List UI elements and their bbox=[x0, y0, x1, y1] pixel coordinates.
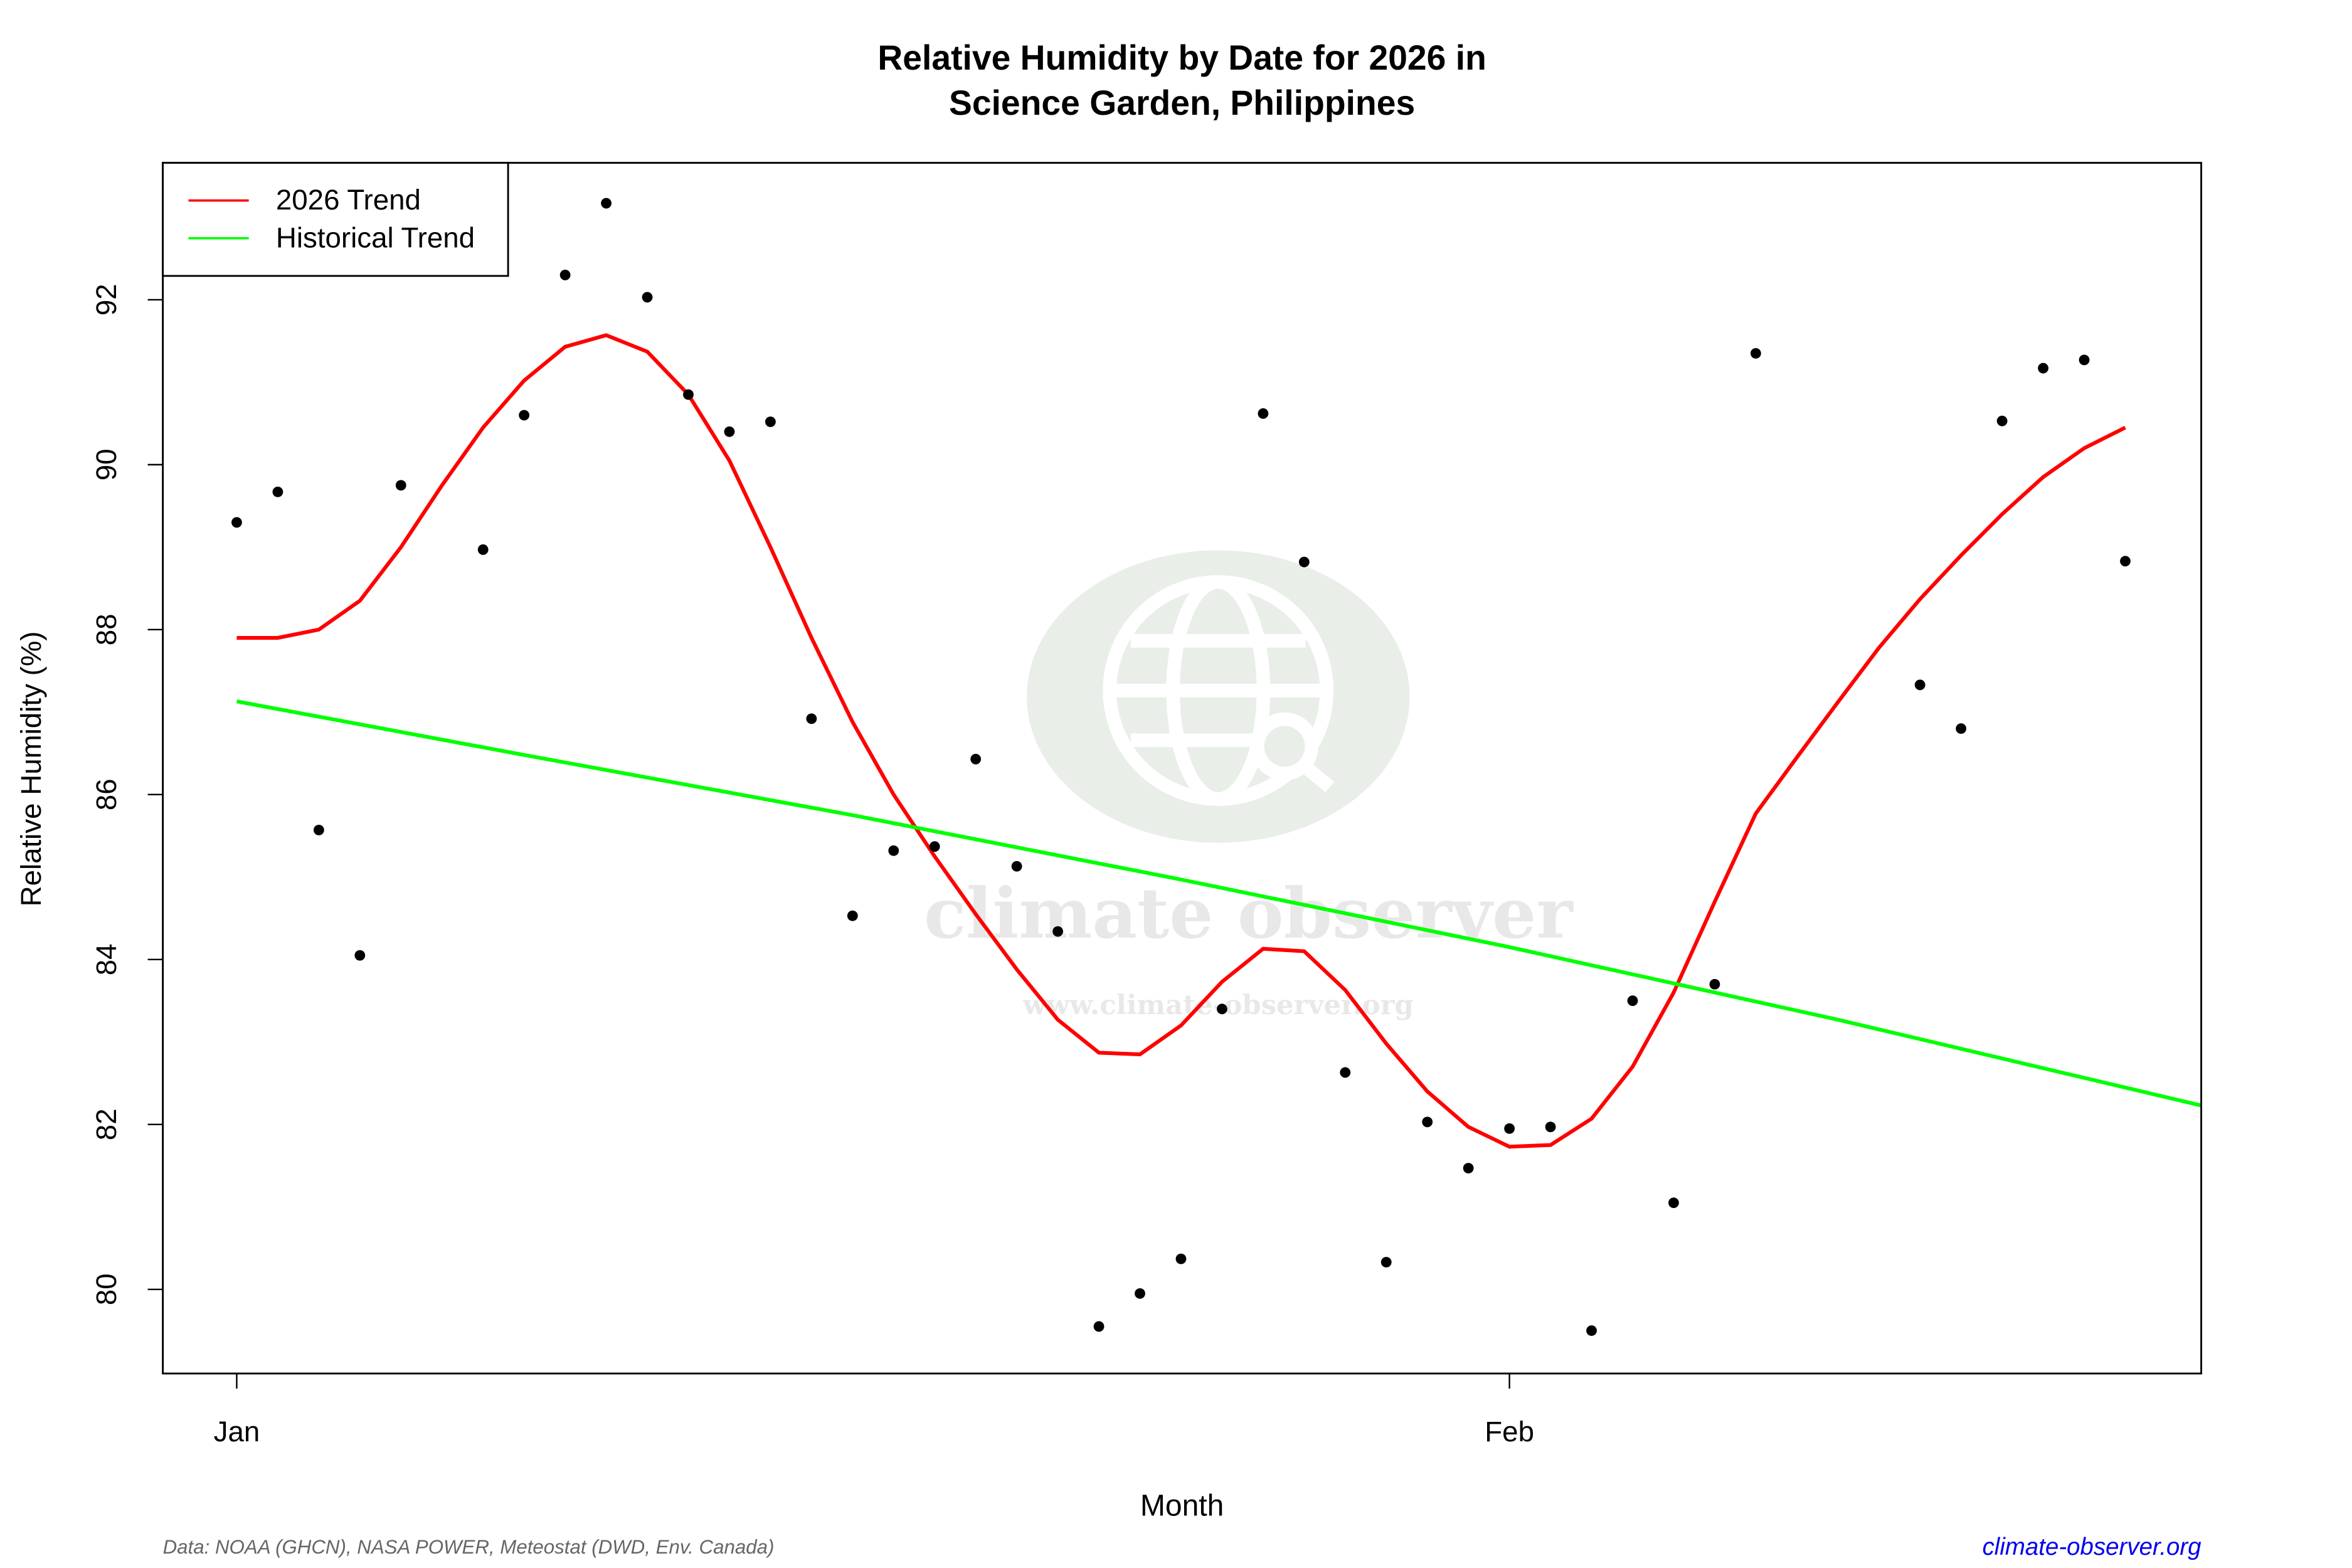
data-point bbox=[1627, 995, 1638, 1006]
data-point bbox=[1175, 1253, 1187, 1264]
data-point bbox=[1422, 1116, 1433, 1128]
data-point bbox=[2038, 363, 2049, 374]
data-point bbox=[519, 410, 530, 421]
data-point bbox=[724, 426, 735, 437]
data-point bbox=[559, 270, 571, 280]
site-link[interactable]: climate-observer.org bbox=[1983, 1534, 2202, 1560]
legend-label: Historical Trend bbox=[276, 221, 475, 253]
data-point bbox=[970, 753, 982, 765]
y-tick-label: 82 bbox=[90, 1108, 122, 1140]
data-point bbox=[1298, 556, 1310, 568]
x-tick-label: Feb bbox=[1485, 1416, 1534, 1448]
source-note: Data: NOAA (GHCN), NASA POWER, Meteostat… bbox=[163, 1536, 775, 1558]
data-point bbox=[231, 517, 242, 528]
data-point bbox=[1914, 679, 1926, 691]
y-tick-label: 80 bbox=[90, 1273, 122, 1305]
data-point bbox=[847, 910, 858, 921]
data-point bbox=[1996, 415, 2008, 426]
y-tick-label: 90 bbox=[90, 448, 122, 480]
y-axis-label: Relative Humidity (%) bbox=[15, 632, 47, 907]
data-point bbox=[1463, 1163, 1474, 1173]
data-point bbox=[1340, 1067, 1351, 1078]
data-point bbox=[1709, 978, 1720, 990]
data-point bbox=[477, 544, 489, 555]
data-point bbox=[1586, 1325, 1597, 1336]
data-point bbox=[1750, 347, 1761, 359]
data-point bbox=[272, 486, 283, 497]
trend-line bbox=[236, 699, 2202, 1108]
data-point bbox=[1217, 1004, 1227, 1015]
data-point bbox=[395, 480, 406, 491]
data-point bbox=[1052, 926, 1064, 937]
data-point bbox=[1504, 1123, 1515, 1134]
y-tick-label: 88 bbox=[90, 613, 122, 645]
legend-label: 2026 Trend bbox=[276, 184, 421, 216]
data-point bbox=[683, 389, 694, 400]
data-point bbox=[1258, 408, 1269, 419]
trend-line bbox=[236, 333, 2126, 1149]
data-point bbox=[1545, 1121, 1556, 1133]
watermark: climate observer www.climate-observer.or… bbox=[924, 550, 1574, 1021]
plot-frame bbox=[162, 162, 2203, 1375]
data-point bbox=[765, 416, 776, 427]
chart-title: Science Garden, Philippines bbox=[949, 83, 1415, 122]
data-point bbox=[1135, 1288, 1145, 1299]
y-tick-label: 86 bbox=[90, 778, 122, 810]
data-point bbox=[1380, 1256, 1392, 1268]
y-tick-label: 84 bbox=[90, 943, 122, 975]
data-point bbox=[806, 713, 817, 724]
y-tick-label: 92 bbox=[90, 283, 122, 315]
data-point bbox=[354, 950, 366, 961]
data-point bbox=[1956, 723, 1967, 734]
data-point bbox=[1011, 861, 1022, 872]
data-point bbox=[1093, 1321, 1104, 1332]
data-point bbox=[2120, 556, 2131, 567]
data-point bbox=[929, 841, 940, 852]
watermark-globe bbox=[1103, 575, 1335, 806]
x-tick-label: Jan bbox=[214, 1416, 260, 1448]
data-point bbox=[888, 845, 899, 856]
watermark-name: climate observer bbox=[924, 873, 1574, 955]
data-point bbox=[642, 292, 653, 303]
chart-title: Relative Humidity by Date for 2026 in bbox=[877, 38, 1486, 77]
data-point bbox=[313, 824, 324, 835]
data-point bbox=[601, 198, 612, 209]
data-point bbox=[2079, 354, 2090, 366]
x-axis-label: Month bbox=[1140, 1489, 1224, 1523]
legend-box bbox=[162, 162, 509, 277]
data-point bbox=[1668, 1197, 1679, 1209]
